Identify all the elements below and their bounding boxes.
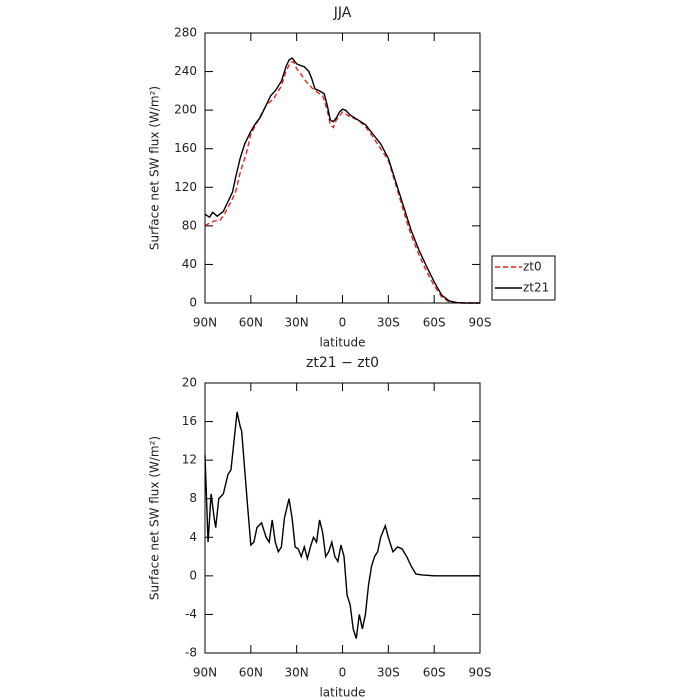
y-axis-label: Surface net SW flux (W/m²) xyxy=(148,436,162,600)
y-tick-label: 0 xyxy=(189,296,197,310)
series-line xyxy=(204,61,480,304)
series-line xyxy=(204,411,480,639)
x-tick-label: 0 xyxy=(339,666,347,680)
x-tick-label: 60S xyxy=(423,316,446,330)
y-tick-label: 120 xyxy=(174,180,197,194)
x-tick-label: 30N xyxy=(285,666,309,680)
y-tick-label: 4 xyxy=(189,530,197,544)
plot-frame xyxy=(204,32,481,304)
y-tick-label: 16 xyxy=(182,414,197,428)
chart-title: zt21 − zt0 xyxy=(306,355,379,371)
series-line xyxy=(204,57,480,304)
legend-label: zt21 xyxy=(523,281,549,295)
y-tick-label: 40 xyxy=(182,257,197,271)
x-tick-label: 90S xyxy=(469,316,492,330)
x-tick-label: 60N xyxy=(239,316,263,330)
y-tick-label: 8 xyxy=(189,491,197,505)
x-tick-label: 30S xyxy=(377,666,400,680)
x-tick-label: 0 xyxy=(339,316,347,330)
y-tick-label: 200 xyxy=(174,103,197,117)
x-tick-label: 90N xyxy=(193,666,217,680)
x-tick-label: 60N xyxy=(239,666,263,680)
y-tick-label: -8 xyxy=(185,646,197,660)
y-tick-label: 80 xyxy=(182,218,197,232)
y-axis-label: Surface net SW flux (W/m²) xyxy=(148,86,162,250)
y-tick-label: -4 xyxy=(185,607,197,621)
plot-frame xyxy=(204,382,481,654)
x-tick-label: 30S xyxy=(377,316,400,330)
legend-label: zt0 xyxy=(523,260,542,274)
x-axis-label: latitude xyxy=(319,336,365,350)
x-tick-label: 60S xyxy=(423,666,446,680)
y-tick-label: 240 xyxy=(174,64,197,78)
y-tick-label: 0 xyxy=(189,568,197,582)
x-axis-label: latitude xyxy=(319,686,365,700)
chart-title: JJA xyxy=(333,5,352,21)
legend-box xyxy=(491,255,556,301)
y-tick-label: 280 xyxy=(174,26,197,40)
y-tick-label: 20 xyxy=(182,376,197,390)
x-tick-label: 90S xyxy=(469,666,492,680)
y-tick-label: 12 xyxy=(182,453,197,467)
x-tick-label: 30N xyxy=(285,316,309,330)
x-tick-label: 90N xyxy=(193,316,217,330)
y-tick-label: 160 xyxy=(174,141,197,155)
